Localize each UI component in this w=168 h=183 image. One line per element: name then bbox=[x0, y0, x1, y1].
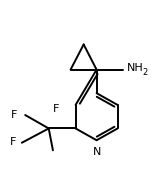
Text: 2: 2 bbox=[143, 68, 148, 77]
Text: F: F bbox=[11, 110, 18, 120]
Text: F: F bbox=[10, 137, 16, 147]
Text: F: F bbox=[53, 104, 60, 114]
Text: N: N bbox=[92, 147, 101, 157]
Text: NH: NH bbox=[127, 63, 144, 73]
